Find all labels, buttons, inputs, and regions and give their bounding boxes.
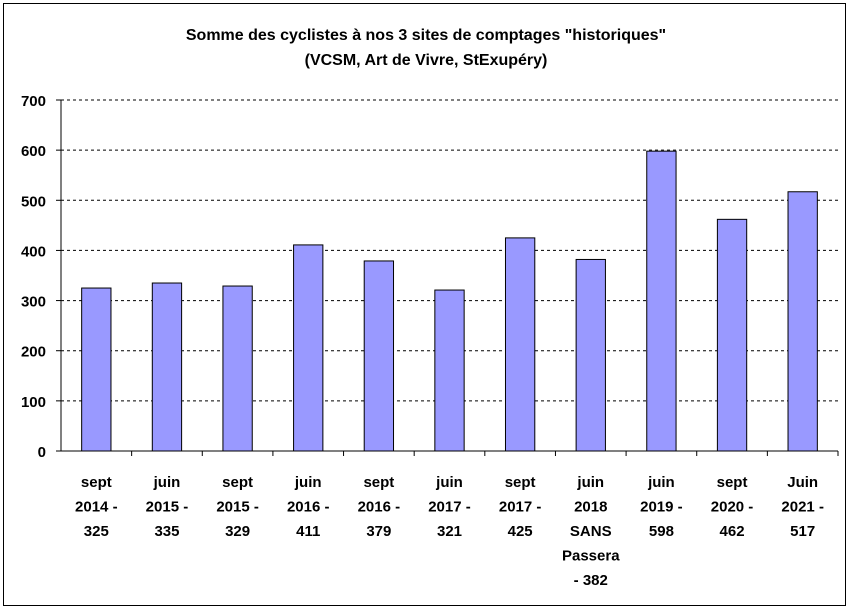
x-tick-label: sept 2016 -379 (358, 474, 401, 540)
chart-title: Somme des cyclistes à nos 3 sites de com… (185, 27, 667, 44)
x-tick-label: juin 2015 -335 (146, 474, 189, 540)
x-tick-label: Juin 2021 -517 (781, 474, 824, 540)
bar-7 (575, 258, 606, 452)
chart-subtitle: (VCSM, Art de Vivre, StExupéry) (304, 52, 548, 69)
bar-4 (363, 260, 395, 452)
x-tick-label: juin 2017 -321 (428, 474, 471, 540)
x-tick-label: sept 2015 -329 (216, 474, 259, 540)
chart-frame (3, 3, 846, 606)
bar-2 (222, 285, 253, 452)
y-tick-label: 200 (21, 344, 46, 361)
bar-10 (787, 191, 818, 452)
bar-9 (716, 218, 748, 452)
x-tick-label: juin 2018 SANS Passera - 382 (562, 474, 620, 589)
bar-1 (151, 282, 183, 452)
y-tick-label: 300 (21, 294, 46, 311)
bar-6 (504, 237, 536, 452)
y-tick-label: 400 (21, 243, 46, 260)
x-tick-label: juin 2019 -598 (640, 474, 683, 540)
x-tick-label: juin 2016 -411 (287, 474, 330, 540)
bar-5 (434, 289, 465, 452)
x-tick-label: sept 2014 -325 (75, 474, 118, 540)
y-tick-label: 100 (21, 394, 46, 411)
bar-8 (646, 150, 677, 452)
y-tick-label: 600 (21, 143, 46, 160)
y-tick-label: 500 (21, 193, 46, 210)
y-tick-label: 700 (21, 93, 46, 110)
y-tick-label: 0 (38, 444, 46, 461)
x-tick-label: sept 2020 -462 (711, 474, 754, 540)
bar-3 (293, 244, 324, 452)
x-tick-label: sept 2017 -425 (499, 474, 542, 540)
bar-0 (81, 287, 112, 452)
